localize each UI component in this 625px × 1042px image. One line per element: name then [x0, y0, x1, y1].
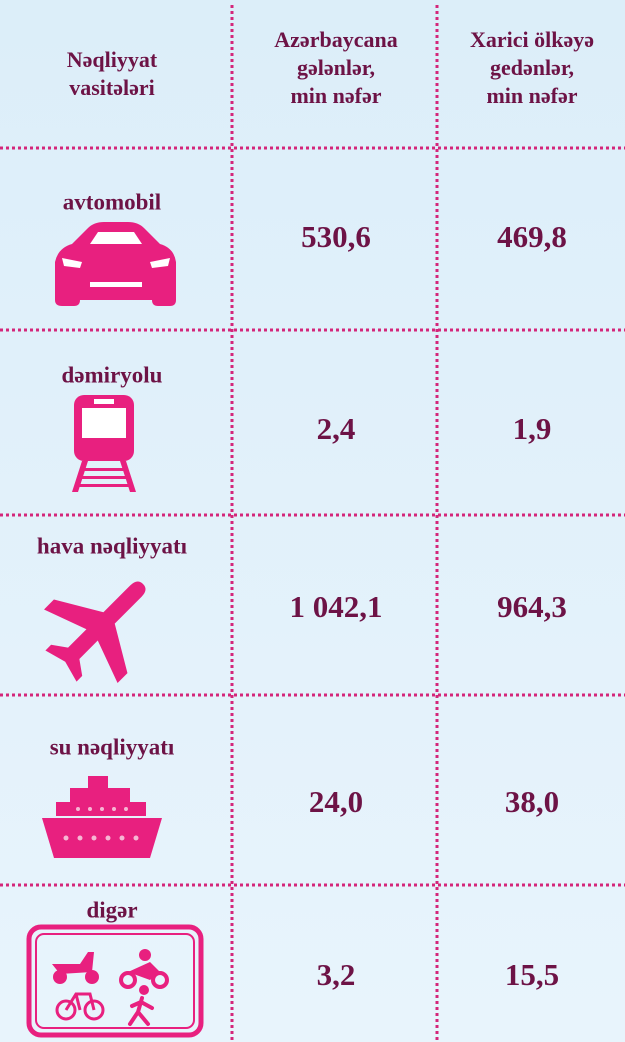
- row-label: avtomobil: [63, 189, 161, 214]
- value-cell: 1 042,1: [290, 589, 383, 624]
- value-cell: 15,5: [505, 957, 559, 992]
- row-label: dəmiryolu: [62, 362, 163, 387]
- header-cell: Xarici ölkəyə: [470, 27, 594, 52]
- value-cell: 3,2: [317, 957, 356, 992]
- header-cell: Azərbaycana: [274, 27, 397, 52]
- value-cell: 2,4: [317, 411, 356, 446]
- train-icon: [72, 395, 136, 492]
- value-cell: 1,9: [513, 411, 552, 446]
- value-cell: 38,0: [505, 784, 559, 819]
- header-cell: min nəfər: [290, 83, 381, 108]
- table-text: Nəqliyyat vasitələri Azərbaycana gələnlər, m…: [37, 27, 594, 992]
- value-cell: 24,0: [309, 784, 363, 819]
- header-cell: Nəqliyyat: [67, 47, 158, 72]
- ship-icon: [42, 776, 162, 858]
- car-icon: [55, 222, 176, 306]
- plane-icon: [44, 581, 146, 683]
- header-cell: gələnlər,: [297, 55, 375, 80]
- header-cell: min nəfər: [486, 83, 577, 108]
- grid: [0, 5, 625, 1042]
- row-label: digər: [86, 897, 137, 922]
- row-label: su nəqliyyatı: [50, 734, 175, 759]
- value-cell: 530,6: [301, 219, 371, 254]
- row-label: hava nəqliyyatı: [37, 533, 188, 558]
- value-cell: 469,8: [497, 219, 567, 254]
- value-cell: 964,3: [497, 589, 567, 624]
- other-icon: [26, 924, 204, 1038]
- header-cell: gedənlər,: [490, 55, 574, 80]
- header-cell: vasitələri: [69, 75, 155, 100]
